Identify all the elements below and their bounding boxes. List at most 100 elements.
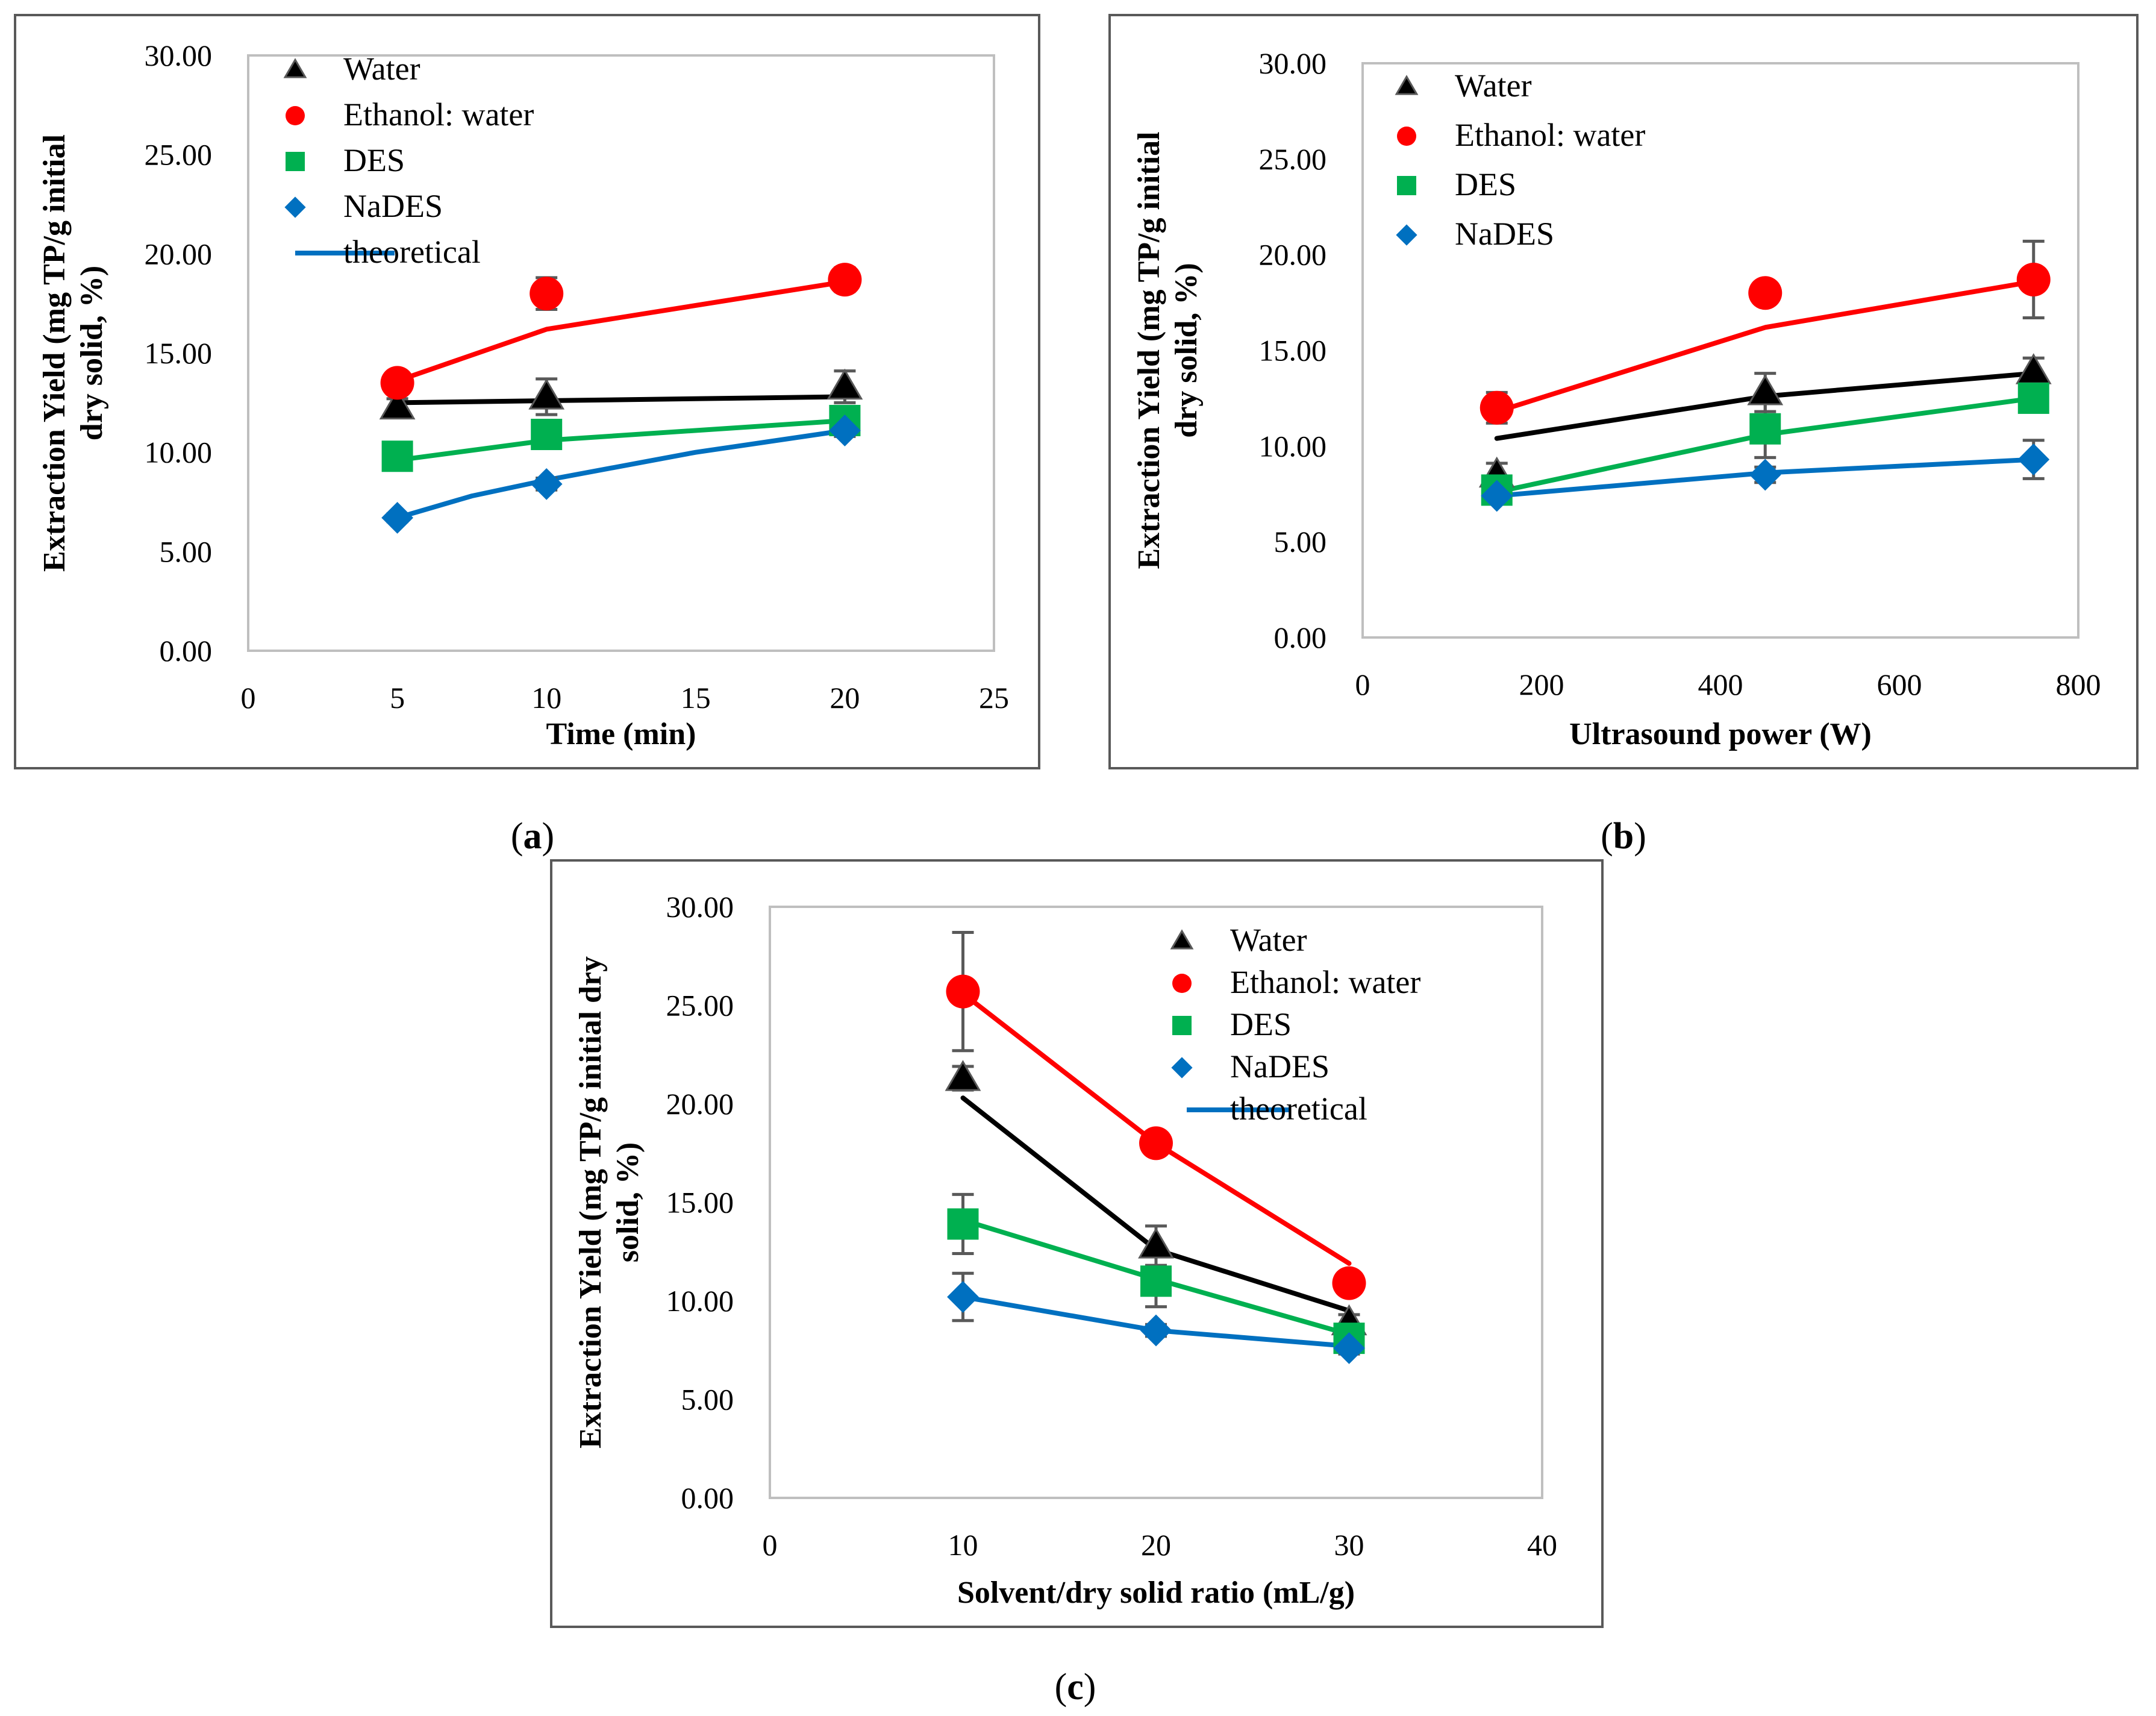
legend-marker-ethanol xyxy=(1172,974,1192,993)
y-tick-label: 10.00 xyxy=(1259,429,1327,463)
data-point-ethanol xyxy=(828,263,862,297)
data-point-nades xyxy=(530,468,563,500)
y-tick-label: 30.00 xyxy=(145,39,213,72)
data-point-nades xyxy=(1481,480,1513,512)
legend-label: theoretical xyxy=(343,234,481,270)
y-tick-label: 30.00 xyxy=(666,890,734,924)
data-point-nades xyxy=(1333,1332,1365,1364)
y-tick-label: 20.00 xyxy=(1259,238,1327,272)
legend-marker-nades xyxy=(284,196,306,218)
data-point-water xyxy=(1138,1227,1174,1259)
legend-label: DES xyxy=(1455,166,1516,202)
y-axis-title: solid, %) xyxy=(611,1142,645,1262)
x-tick-label: 40 xyxy=(1527,1528,1557,1562)
x-tick-label: 600 xyxy=(1877,668,1922,701)
data-point-water xyxy=(379,388,416,420)
y-axis-title: Extraction Yield (mg TP/g initial dry xyxy=(573,956,608,1448)
data-point-des xyxy=(947,1208,979,1240)
y-tick-label: 10.00 xyxy=(145,436,213,469)
data-point-nades xyxy=(2017,443,2050,475)
x-tick-label: 20 xyxy=(830,681,860,715)
plot-area xyxy=(247,54,995,652)
x-axis-title: Solvent/dry solid ratio (mL/g) xyxy=(957,1576,1355,1610)
chart-panel-a: 0.00 5.00 10.00 15.00 20.00 25.00 30.00 0 5 10 15 2… xyxy=(14,14,1040,857)
x-axis-title: Ultrasound power (W) xyxy=(1569,717,1872,751)
y-tick-label: 0.00 xyxy=(1274,621,1327,654)
y-tick-label: 20.00 xyxy=(145,237,213,271)
y-tick-label: 5.00 xyxy=(681,1383,734,1417)
x-tick-label: 400 xyxy=(1698,668,1743,701)
data-point-ethanol xyxy=(946,974,980,1009)
legend-marker-nades xyxy=(1396,224,1417,246)
data-point-ethanol xyxy=(1139,1126,1173,1160)
legend-marker-ethanol xyxy=(286,106,305,125)
chart-panel-b: 0.00 5.00 10.00 15.00 20.00 25.00 30.00 0 200 400… xyxy=(1108,14,2139,857)
data-point-ethanol xyxy=(1332,1266,1366,1300)
panel-frame xyxy=(1108,14,2139,769)
legend-label: Water xyxy=(343,51,420,87)
legend-label: Water xyxy=(1230,922,1307,958)
panel-label: (c) xyxy=(1055,1667,1096,1708)
data-point-nades xyxy=(1749,459,1781,491)
x-tick-label: 20 xyxy=(1141,1528,1171,1562)
y-tick-label: 25.00 xyxy=(1259,142,1327,176)
x-tick-label: 10 xyxy=(948,1528,978,1562)
legend-label: Water xyxy=(1455,67,1532,104)
legend-label: NaDES xyxy=(343,188,443,224)
x-tick-label: 0 xyxy=(763,1528,778,1562)
legend-label: Ethanol: water xyxy=(1455,117,1645,153)
x-tick-label: 10 xyxy=(531,681,561,715)
chart-panel-c: 0.00 5.00 10.00 15.00 20.00 25.00 30.00 0 10 20 30… xyxy=(550,859,1604,1708)
data-point-ethanol xyxy=(1480,390,1514,425)
data-point-des xyxy=(1749,413,1781,445)
data-point-nades xyxy=(829,415,861,446)
x-axis-title: Time (min) xyxy=(546,717,696,751)
y-tick-label: 10.00 xyxy=(666,1284,734,1318)
legend: Water Ethanol: water DES NaDES theoretical xyxy=(283,51,534,270)
data-point-ethanol xyxy=(2016,262,2051,296)
legend-marker-ethanol xyxy=(1397,127,1416,146)
data-point-des xyxy=(381,440,413,472)
x-tick-label: 800 xyxy=(2056,668,2101,701)
x-tick-label: 5 xyxy=(390,681,405,715)
y-tick-label: 0.00 xyxy=(681,1481,734,1515)
legend-marker-water xyxy=(283,58,307,78)
legend-label: Ethanol: water xyxy=(343,96,534,133)
legend-label: NaDES xyxy=(1230,1048,1330,1085)
y-axis-title: dry solid, %) xyxy=(1169,263,1204,437)
y-tick-label: 30.00 xyxy=(1259,46,1327,80)
y-tick-label: 15.00 xyxy=(1259,334,1327,368)
y-tick-label: 25.00 xyxy=(145,138,213,172)
legend-label: Ethanol: water xyxy=(1230,964,1420,1000)
y-tick-label: 15.00 xyxy=(666,1186,734,1220)
legend: Water Ethanol: water DES NaDES xyxy=(1395,67,1645,252)
x-tick-label: 30 xyxy=(1334,1528,1364,1562)
legend-marker-water xyxy=(1170,929,1194,950)
y-tick-label: 25.00 xyxy=(666,989,734,1022)
data-point-ethanol xyxy=(380,366,414,400)
legend-label: DES xyxy=(343,142,405,178)
legend: Water Ethanol: water DES NaDES theoretical xyxy=(1170,922,1420,1127)
legend-marker-water xyxy=(1395,75,1419,95)
legend-label: NaDES xyxy=(1455,216,1554,252)
y-tick-label: 15.00 xyxy=(145,336,213,370)
y-axis-title: dry solid, %) xyxy=(75,266,109,440)
legend-marker-des xyxy=(1397,176,1416,195)
x-tick-label: 25 xyxy=(979,681,1009,715)
y-tick-label: 0.00 xyxy=(160,634,213,668)
y-tick-label: 5.00 xyxy=(1274,525,1327,559)
data-point-water xyxy=(1747,374,1784,406)
data-point-nades xyxy=(947,1281,979,1313)
data-point-nades xyxy=(1140,1314,1172,1347)
data-point-des xyxy=(531,419,563,451)
plot-area xyxy=(1361,62,2079,639)
legend-label: theoretical xyxy=(1230,1091,1367,1127)
y-tick-label: 5.00 xyxy=(160,534,213,568)
legend-label: DES xyxy=(1230,1006,1292,1042)
legend-marker-des xyxy=(1172,1016,1192,1035)
y-axis-title: Extraction Yield (mg TP/g initial xyxy=(1132,131,1166,569)
x-tick-label: 0 xyxy=(1355,668,1370,701)
data-point-des xyxy=(1140,1265,1172,1297)
